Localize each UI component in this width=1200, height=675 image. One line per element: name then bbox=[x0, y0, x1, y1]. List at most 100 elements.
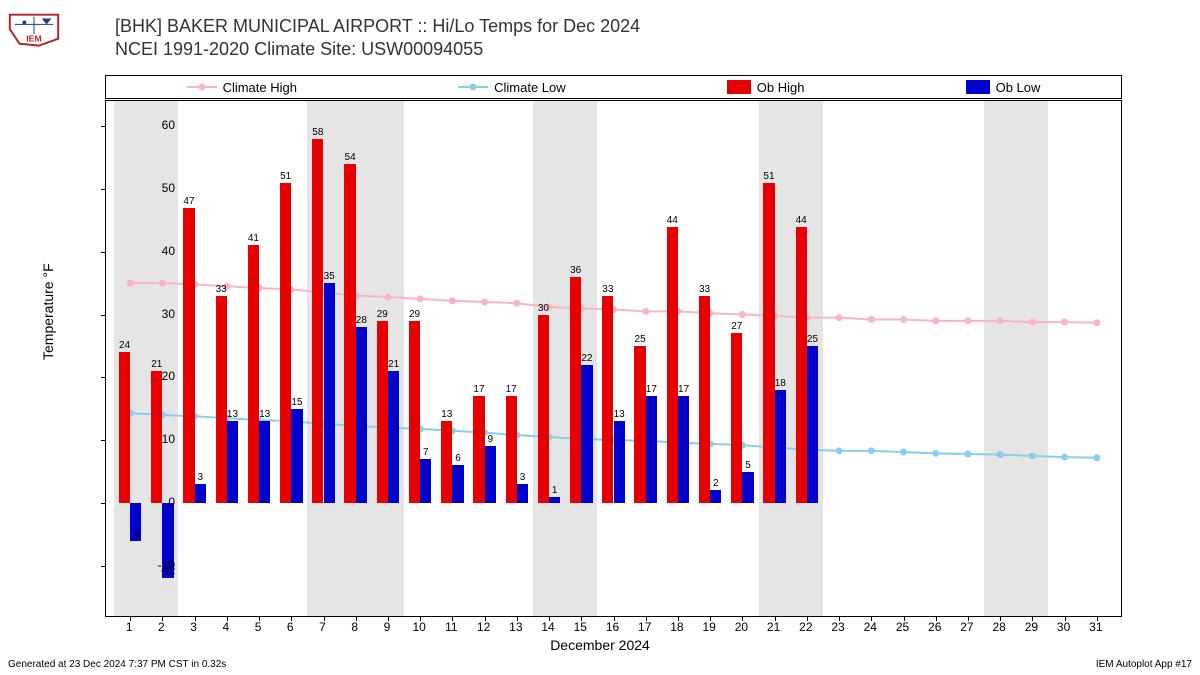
ytick-label: 10 bbox=[135, 432, 175, 446]
xtick-label: 19 bbox=[702, 620, 715, 634]
ob-low-bar bbox=[517, 484, 528, 503]
climate-high-line-marker bbox=[964, 317, 971, 324]
climate-low-line-marker bbox=[836, 447, 843, 454]
ob-low-bar bbox=[356, 327, 367, 503]
ob-high-bar-label: 51 bbox=[763, 171, 774, 182]
ob-high-bar-label: 44 bbox=[667, 215, 678, 226]
ob-low-bar-label: 17 bbox=[678, 384, 689, 395]
climate-high-line-marker bbox=[932, 317, 939, 324]
ob-high-bar-label: 33 bbox=[216, 284, 227, 295]
climate-low-line-marker bbox=[964, 450, 971, 457]
ob-low-bar bbox=[549, 497, 560, 503]
ob-low-bar bbox=[742, 472, 753, 503]
ob-low-bar-label: 9 bbox=[487, 434, 493, 445]
ob-high-bar-label: 47 bbox=[183, 196, 194, 207]
ytick-label: 40 bbox=[135, 244, 175, 258]
ob-high-bar bbox=[441, 421, 452, 503]
ob-low-bar-label: 17 bbox=[646, 384, 657, 395]
ob-high-bar bbox=[731, 333, 742, 503]
ob-high-bar bbox=[538, 315, 549, 503]
ytick-label: 60 bbox=[135, 118, 175, 132]
xtick-label: 30 bbox=[1057, 620, 1070, 634]
ob-high-bar-label: 54 bbox=[345, 152, 356, 163]
xtick-label: 2 bbox=[158, 620, 165, 634]
ob-low-bar-label: 28 bbox=[356, 315, 367, 326]
ob-high-bar-label: 30 bbox=[538, 303, 549, 314]
ob-high-bar bbox=[344, 164, 355, 503]
ob-high-bar bbox=[634, 346, 645, 503]
xtick-label: 4 bbox=[222, 620, 229, 634]
ob-low-bar bbox=[195, 484, 206, 503]
ob-low-bar bbox=[452, 465, 463, 503]
ob-high-bar bbox=[473, 396, 484, 503]
ob-high-bar bbox=[183, 208, 194, 503]
ob-high-bar-label: 27 bbox=[731, 321, 742, 332]
ob-low-bar bbox=[388, 371, 399, 503]
ob-high-bar-label: 13 bbox=[441, 409, 452, 420]
ob-low-bar-label: 22 bbox=[581, 353, 592, 364]
ytick-label: 30 bbox=[135, 307, 175, 321]
ob-high-bar bbox=[506, 396, 517, 503]
xtick-label: 9 bbox=[384, 620, 391, 634]
ytick-label: 20 bbox=[135, 369, 175, 383]
xtick-label: 17 bbox=[638, 620, 651, 634]
xtick-label: 7 bbox=[319, 620, 326, 634]
ob-high-bar bbox=[280, 183, 291, 503]
ob-high-bar bbox=[763, 183, 774, 503]
xtick-label: 15 bbox=[574, 620, 587, 634]
ob-low-bar-label: 3 bbox=[197, 472, 203, 483]
footer-generated: Generated at 23 Dec 2024 7:37 PM CST in … bbox=[8, 659, 226, 670]
xtick-label: 25 bbox=[896, 620, 909, 634]
ob-low-bar-label: 15 bbox=[291, 397, 302, 408]
ob-low-bar bbox=[259, 421, 270, 503]
xtick-label: 29 bbox=[1025, 620, 1038, 634]
climate-high-line-marker bbox=[1061, 319, 1068, 326]
climate-low-line-marker bbox=[932, 450, 939, 457]
climate-high-line-marker bbox=[481, 298, 488, 305]
weekend-shade bbox=[984, 101, 1048, 616]
climate-high-line-marker bbox=[417, 295, 424, 302]
ob-high-bar-label: 44 bbox=[796, 215, 807, 226]
ob-high-bar-label: 51 bbox=[280, 171, 291, 182]
xtick-label: 23 bbox=[831, 620, 844, 634]
xtick-label: 12 bbox=[477, 620, 490, 634]
svg-text:IEM: IEM bbox=[26, 34, 41, 44]
ob-low-bar bbox=[775, 390, 786, 503]
ob-high-bar-label: 24 bbox=[119, 340, 130, 351]
climate-high-line-marker bbox=[642, 308, 649, 315]
ob-high-bar-label: 41 bbox=[248, 233, 259, 244]
climate-high-line-marker bbox=[868, 316, 875, 323]
xtick-label: 20 bbox=[735, 620, 748, 634]
climate-low-line-marker bbox=[1093, 454, 1100, 461]
xtick-label: 3 bbox=[190, 620, 197, 634]
title-line-2: NCEI 1991-2020 Climate Site: USW00094055 bbox=[115, 38, 640, 61]
ob-low-bar bbox=[485, 446, 496, 503]
ob-high-bar bbox=[570, 277, 581, 503]
climate-low-line-marker bbox=[900, 449, 907, 456]
climate-low-line-marker bbox=[868, 447, 875, 454]
climate-high-line bbox=[130, 283, 1097, 323]
chart-title: [BHK] BAKER MUNICIPAL AIRPORT :: Hi/Lo T… bbox=[115, 15, 640, 62]
climate-high-line-marker bbox=[739, 311, 746, 318]
climate-high-line-marker bbox=[836, 314, 843, 321]
ob-high-bar bbox=[119, 352, 130, 503]
ob-high-bar bbox=[796, 227, 807, 503]
xtick-label: 5 bbox=[255, 620, 262, 634]
xtick-label: 26 bbox=[928, 620, 941, 634]
xtick-label: 27 bbox=[960, 620, 973, 634]
ob-low-bar bbox=[646, 396, 657, 503]
xtick-label: 14 bbox=[541, 620, 554, 634]
ob-low-bar-label: 6 bbox=[455, 453, 461, 464]
ob-high-bar bbox=[377, 321, 388, 503]
xtick-label: 13 bbox=[509, 620, 522, 634]
ob-high-bar-label: 58 bbox=[312, 127, 323, 138]
ob-low-bar-label: 13 bbox=[614, 409, 625, 420]
xtick-label: 24 bbox=[864, 620, 877, 634]
ob-high-bar-label: 17 bbox=[506, 384, 517, 395]
ob-high-bar-label: 36 bbox=[570, 265, 581, 276]
xtick-label: 10 bbox=[412, 620, 425, 634]
xtick-label: 1 bbox=[126, 620, 133, 634]
x-axis-label: December 2024 bbox=[0, 637, 1200, 653]
climate-high-line-marker bbox=[449, 297, 456, 304]
ob-low-bar bbox=[614, 421, 625, 503]
